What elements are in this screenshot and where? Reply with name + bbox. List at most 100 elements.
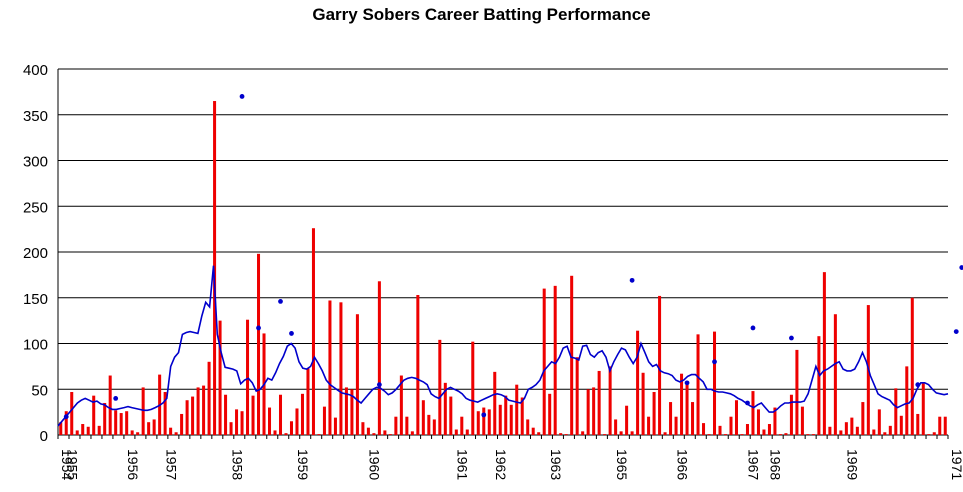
not-out-marker bbox=[745, 400, 750, 406]
score-bar bbox=[169, 427, 173, 435]
score-bar bbox=[460, 416, 464, 435]
not-out-marker bbox=[915, 382, 921, 388]
y-tick-label: 400 bbox=[23, 62, 48, 79]
score-bar bbox=[295, 408, 299, 435]
score-bar bbox=[718, 425, 722, 435]
score-bar bbox=[350, 389, 354, 435]
score-bar bbox=[97, 425, 101, 435]
score-bar bbox=[224, 394, 228, 435]
score-bar bbox=[86, 426, 90, 435]
score-bar bbox=[564, 434, 568, 435]
score-bar bbox=[652, 391, 656, 435]
score-bar bbox=[108, 375, 112, 435]
score-bar bbox=[751, 391, 755, 435]
score-bar bbox=[927, 434, 931, 435]
score-bar bbox=[641, 372, 645, 435]
score-bar bbox=[778, 434, 782, 435]
y-tick-label: 50 bbox=[31, 382, 48, 399]
y-tick-label: 350 bbox=[23, 108, 48, 125]
not-out-marker bbox=[750, 325, 756, 331]
not-out-marker bbox=[376, 382, 382, 388]
score-bar bbox=[740, 434, 744, 435]
score-bar bbox=[800, 406, 804, 435]
not-out-marker bbox=[278, 299, 283, 304]
score-bar bbox=[191, 396, 195, 435]
score-bar bbox=[702, 423, 706, 435]
score-bar bbox=[213, 101, 217, 436]
score-bar bbox=[372, 433, 376, 435]
score-bar bbox=[311, 228, 315, 435]
score-bar bbox=[268, 407, 272, 435]
score-bar bbox=[636, 330, 640, 435]
score-bar bbox=[289, 421, 293, 435]
score-bar bbox=[218, 320, 222, 435]
score-bar bbox=[723, 434, 728, 435]
score-bar bbox=[526, 419, 530, 435]
score-bar bbox=[163, 391, 167, 435]
not-out-marker bbox=[953, 329, 959, 335]
score-bar bbox=[361, 422, 365, 435]
score-bar bbox=[795, 349, 799, 435]
score-bar bbox=[734, 400, 738, 435]
score-bar bbox=[399, 375, 403, 435]
score-bar bbox=[196, 387, 200, 435]
score-bar bbox=[300, 393, 304, 435]
score-bar bbox=[822, 272, 826, 435]
score-bar bbox=[548, 393, 552, 435]
score-bar bbox=[625, 405, 629, 435]
score-bar bbox=[257, 253, 261, 435]
x-year-label: 1957 bbox=[163, 449, 179, 480]
score-bar bbox=[251, 395, 255, 435]
score-bar bbox=[713, 331, 717, 435]
x-year-label: 1959 bbox=[295, 449, 311, 480]
score-bar bbox=[504, 395, 508, 435]
score-bar bbox=[278, 394, 283, 435]
x-year-label: 1966 bbox=[674, 449, 690, 480]
x-year-label: 1954 bbox=[59, 449, 75, 480]
score-bar bbox=[531, 427, 535, 435]
score-bar bbox=[603, 434, 607, 435]
score-bar bbox=[284, 433, 288, 435]
score-bar bbox=[147, 422, 151, 435]
score-bar bbox=[592, 387, 596, 435]
not-out-marker bbox=[959, 265, 963, 270]
score-bar bbox=[553, 285, 557, 435]
score-bar bbox=[476, 411, 480, 435]
score-bar bbox=[92, 395, 96, 435]
y-tick-label: 100 bbox=[23, 337, 48, 354]
score-bar bbox=[136, 432, 140, 435]
score-bar bbox=[773, 407, 777, 435]
y-tick-label: 250 bbox=[23, 199, 48, 216]
y-tick-label: 300 bbox=[23, 154, 48, 171]
x-year-label: 1963 bbox=[548, 449, 564, 480]
score-bar bbox=[669, 402, 673, 435]
score-bar bbox=[839, 430, 843, 435]
score-bar bbox=[432, 419, 436, 435]
score-bar bbox=[762, 429, 766, 435]
x-year-label: 1960 bbox=[367, 449, 383, 480]
score-bar bbox=[465, 429, 469, 435]
score-bar bbox=[614, 419, 618, 435]
score-bar bbox=[855, 426, 859, 435]
score-bar bbox=[377, 281, 381, 435]
score-bar bbox=[487, 409, 491, 435]
score-bar bbox=[207, 361, 211, 435]
chart-title: Garry Sobers Career Batting Performance bbox=[312, 5, 651, 24]
score-bar bbox=[833, 314, 837, 435]
not-out-marker bbox=[256, 325, 261, 331]
score-bar bbox=[202, 385, 206, 435]
score-bar bbox=[542, 288, 546, 435]
not-out-marker bbox=[239, 94, 245, 99]
y-tick-label: 0 bbox=[40, 428, 48, 445]
score-bar bbox=[449, 396, 453, 435]
score-bar bbox=[70, 391, 74, 435]
not-out-marker bbox=[629, 277, 635, 283]
score-bar bbox=[910, 297, 914, 435]
score-bar bbox=[59, 422, 63, 435]
score-bar bbox=[581, 431, 585, 435]
score-bar bbox=[608, 366, 612, 435]
score-bar bbox=[707, 434, 711, 435]
score-bar bbox=[114, 410, 118, 435]
score-bar bbox=[691, 402, 695, 435]
score-bar bbox=[81, 424, 85, 435]
